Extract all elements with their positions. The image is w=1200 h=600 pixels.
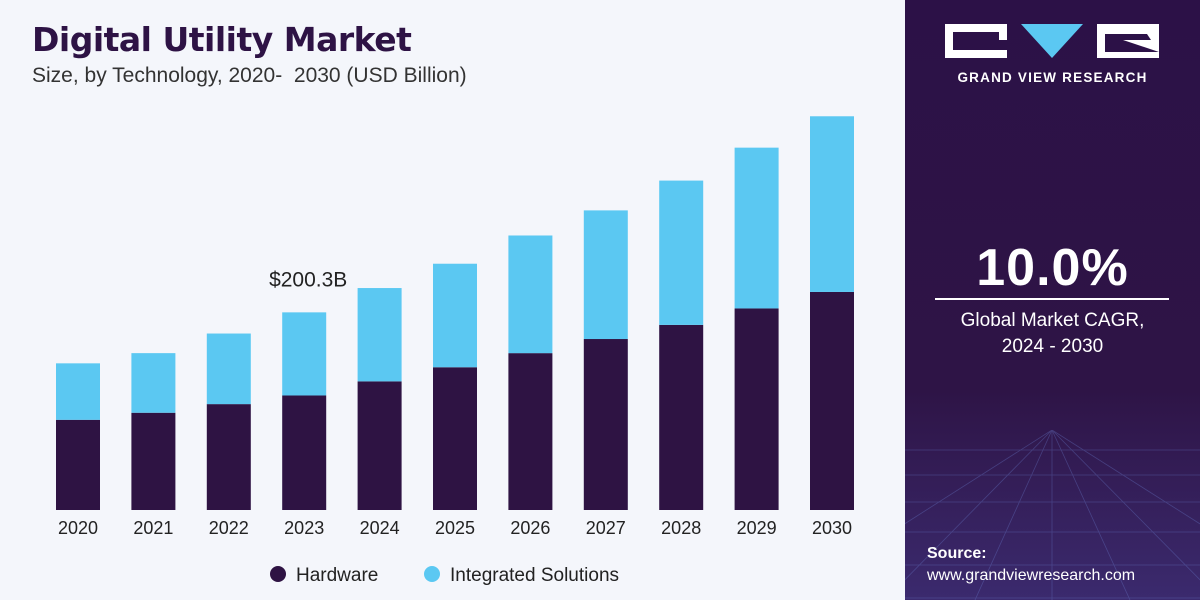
x-tick-label-2026: 2026: [510, 518, 550, 538]
bar-integrated-solutions-2030: [810, 116, 854, 292]
x-tick-label-2023: 2023: [284, 518, 324, 538]
x-tick-label-2029: 2029: [737, 518, 777, 538]
bar-integrated-solutions-2023: [282, 312, 327, 396]
bar-integrated-solutions-2021: [131, 353, 176, 413]
x-tick-label-2022: 2022: [209, 518, 249, 538]
legend-hardware-label: Hardware: [296, 565, 378, 586]
bar-hardware-2030: [810, 291, 854, 510]
legend-integrated-solutions-swatch: [424, 566, 440, 582]
brand-name: GRAND VIEW RESEARCH: [957, 70, 1148, 85]
cagr-value: 10.0%: [976, 239, 1129, 297]
bar-hardware-2027: [583, 339, 628, 510]
bar-integrated-solutions-2028: [659, 180, 704, 325]
source: Source: www.grandviewresearch.com: [927, 543, 1135, 587]
stacked-bar-chart: 2020 2021 2022 2023 2024 2025 2026 2027 2028 2029…: [56, 116, 854, 586]
perspective-grid-decoration: [905, 430, 1200, 600]
chart-subtitle: Size, by Technology, 2020- 2030 (USD Bil…: [32, 64, 467, 87]
bar-integrated-solutions-2025: [433, 263, 477, 368]
x-tick-label-2028: 2028: [661, 518, 701, 538]
x-tick-label-2027: 2027: [586, 518, 626, 538]
x-tick-label-2024: 2024: [360, 518, 400, 538]
bar-hardware-2020: [56, 419, 100, 510]
page-title: Digital Utility Market: [32, 20, 412, 59]
bar-hardware-2028: [659, 324, 704, 510]
cagr-label-line1: Global Market CAGR,: [960, 310, 1145, 331]
x-tick-label-2020: 2020: [58, 518, 98, 538]
x-tick-label-2021: 2021: [133, 518, 173, 538]
source-label: Source:: [927, 545, 987, 562]
chart-panel: Digital Utility Market Size, by Technolo…: [32, 20, 854, 586]
bar-integrated-solutions-2027: [583, 210, 628, 340]
bar-integrated-solutions-2020: [56, 363, 100, 420]
bar-hardware-2021: [131, 412, 176, 510]
bar-hardware-2024: [357, 381, 402, 510]
bar-integrated-solutions-2024: [357, 288, 402, 382]
bar-integrated-solutions-2022: [206, 333, 251, 405]
bar-hardware-2025: [433, 367, 477, 510]
source-url[interactable]: www.grandviewresearch.com: [927, 567, 1136, 584]
bar-hardware-2023: [282, 395, 327, 510]
bar-integrated-solutions-2026: [508, 235, 553, 354]
bar-integrated-solutions-2029: [734, 147, 779, 309]
data-label-2023: $200.3B: [269, 268, 347, 291]
bar-hardware-2029: [734, 308, 779, 510]
legend-hardware-swatch: [270, 566, 286, 582]
x-tick-label-2030: 2030: [812, 518, 852, 538]
bar-hardware-2022: [206, 404, 251, 510]
legend-integrated-solutions-label: Integrated Solutions: [450, 565, 619, 586]
bar-hardware-2026: [508, 353, 553, 510]
grand-view-research-logo-icon: [945, 24, 1159, 58]
info-panel: GRAND VIEW RESEARCH 10.0% Global Market …: [905, 0, 1200, 600]
cagr-label: Global Market CAGR, 2024 - 2030: [905, 308, 1200, 360]
x-tick-label-2025: 2025: [435, 518, 475, 538]
divider: [935, 298, 1169, 300]
cagr-label-line2: 2024 - 2030: [1001, 336, 1104, 357]
